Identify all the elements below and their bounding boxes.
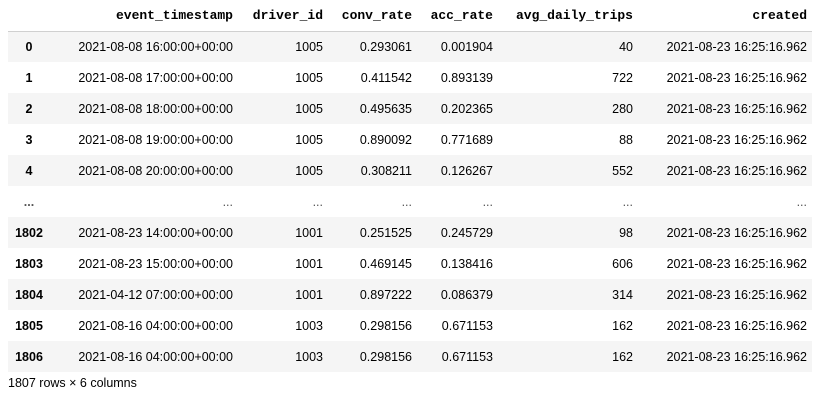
cell-created: 2021-08-23 16:25:16.962 xyxy=(666,39,807,54)
row-index: 1804 xyxy=(15,287,43,302)
cell-driver-id: 1005 xyxy=(295,163,323,178)
cell-driver-id: 1003 xyxy=(295,318,323,333)
column-header-event-timestamp: event_timestamp xyxy=(50,0,238,32)
column-header-avg-daily-trips: avg_daily_trips xyxy=(498,0,638,32)
row-index: ... xyxy=(23,194,35,209)
table-row: 2 2021-08-08 18:00:00+00:00 1005 0.495635 0.… xyxy=(8,93,812,124)
cell-conv-rate: 0.251525 xyxy=(359,225,412,240)
cell-acc-rate: 0.671153 xyxy=(441,349,493,364)
cell-acc-rate: 0.893139 xyxy=(440,70,493,85)
column-header-created: created xyxy=(638,0,812,32)
row-index: 1803 xyxy=(15,256,43,271)
header-row: event_timestamp driver_id conv_rate acc_rat… xyxy=(8,0,812,32)
cell-avg-daily-trips: 606 xyxy=(612,256,633,271)
cell-acc-rate: 0.086379 xyxy=(440,287,493,302)
cell-acc-rate: 0.671153 xyxy=(441,318,493,333)
cell-created: 2021-08-23 16:25:16.962 xyxy=(666,318,807,333)
cell-event-timestamp: 2021-08-08 19:00:00+00:00 xyxy=(78,132,233,147)
cell-conv-rate: 0.293061 xyxy=(359,39,412,54)
cell-avg-daily-trips: 40 xyxy=(619,39,633,54)
table-row: 1803 2021-08-23 15:00:00+00:00 1001 0.46914… xyxy=(8,248,812,279)
row-index: 1802 xyxy=(15,225,43,240)
cell-conv-rate: 0.308211 xyxy=(360,163,412,178)
cell-acc-rate: ... xyxy=(482,194,493,209)
row-index: 1806 xyxy=(15,349,43,364)
cell-conv-rate: 0.897222 xyxy=(359,287,412,302)
cell-driver-id: ... xyxy=(312,194,323,209)
cell-created: 2021-08-23 16:25:16.962 xyxy=(666,163,807,178)
cell-avg-daily-trips: ... xyxy=(622,194,633,209)
column-header-acc-rate: acc_rate xyxy=(417,0,498,32)
row-index: 2 xyxy=(25,101,33,116)
row-index: 4 xyxy=(25,163,33,178)
cell-event-timestamp: 2021-08-16 04:00:00+00:00 xyxy=(78,318,233,333)
cell-created: 2021-08-23 16:25:16.962 xyxy=(666,349,807,364)
cell-avg-daily-trips: 722 xyxy=(612,70,633,85)
cell-conv-rate: 0.469145 xyxy=(359,256,412,271)
cell-event-timestamp: 2021-08-16 04:00:00+00:00 xyxy=(78,349,233,364)
column-header-conv-rate: conv_rate xyxy=(328,0,417,32)
cell-conv-rate: 0.298156 xyxy=(359,318,412,333)
table-row: 1 2021-08-08 17:00:00+00:00 1005 0.411542 0.… xyxy=(8,62,812,93)
cell-avg-daily-trips: 98 xyxy=(619,225,633,240)
table-row: 3 2021-08-08 19:00:00+00:00 1005 0.890092 0.… xyxy=(8,124,812,155)
cell-avg-daily-trips: 280 xyxy=(612,101,633,116)
shape-caption: 1807 rows × 6 columns xyxy=(8,376,137,390)
row-index: 3 xyxy=(25,132,33,147)
cell-avg-daily-trips: 162 xyxy=(612,318,633,333)
cell-acc-rate: 0.245729 xyxy=(440,225,493,240)
dataframe-table: event_timestamp driver_id conv_rate acc_rat… xyxy=(8,0,812,372)
table-row: 1802 2021-08-23 14:00:00+00:00 1001 0.25152… xyxy=(8,217,812,248)
cell-event-timestamp: 2021-08-08 16:00:00+00:00 xyxy=(78,39,233,54)
cell-event-timestamp: 2021-08-23 14:00:00+00:00 xyxy=(78,225,233,240)
table-row: 1804 2021-04-12 07:00:00+00:00 1001 0.89722… xyxy=(8,279,812,310)
index-header xyxy=(8,0,50,32)
cell-created: 2021-08-23 16:25:16.962 xyxy=(666,225,807,240)
cell-acc-rate: 0.001904 xyxy=(440,39,493,54)
cell-event-timestamp: 2021-08-23 15:00:00+00:00 xyxy=(78,256,233,271)
cell-avg-daily-trips: 314 xyxy=(612,287,633,302)
row-index: 0 xyxy=(25,39,33,54)
cell-driver-id: 1005 xyxy=(295,39,323,54)
cell-conv-rate: ... xyxy=(401,194,412,209)
cell-driver-id: 1003 xyxy=(295,349,323,364)
table-row: 0 2021-08-08 16:00:00+00:00 1005 0.293061 0.… xyxy=(8,31,812,62)
cell-created: 2021-08-23 16:25:16.962 xyxy=(666,287,807,302)
cell-avg-daily-trips: 552 xyxy=(612,163,633,178)
cell-avg-daily-trips: 162 xyxy=(612,349,633,364)
cell-created: 2021-08-23 16:25:16.962 xyxy=(666,132,807,147)
cell-conv-rate: 0.411542 xyxy=(360,70,412,85)
cell-event-timestamp: 2021-04-12 07:00:00+00:00 xyxy=(78,287,233,302)
cell-event-timestamp: 2021-08-08 18:00:00+00:00 xyxy=(78,101,233,116)
cell-driver-id: 1001 xyxy=(295,225,323,240)
cell-created: 2021-08-23 16:25:16.962 xyxy=(666,101,807,116)
cell-created: 2021-08-23 16:25:16.962 xyxy=(666,256,807,271)
ellipsis-row: ..................... xyxy=(8,186,812,217)
cell-driver-id: 1001 xyxy=(295,287,323,302)
cell-event-timestamp: 2021-08-08 17:00:00+00:00 xyxy=(78,70,233,85)
cell-acc-rate: 0.771689 xyxy=(440,132,493,147)
row-index: 1805 xyxy=(15,318,43,333)
cell-acc-rate: 0.202365 xyxy=(440,101,493,116)
column-header-driver-id: driver_id xyxy=(238,0,328,32)
cell-acc-rate: 0.126267 xyxy=(440,163,493,178)
table-row: 4 2021-08-08 20:00:00+00:00 1005 0.308211 0.… xyxy=(8,155,812,186)
cell-created: ... xyxy=(796,194,807,209)
cell-event-timestamp: 2021-08-08 20:00:00+00:00 xyxy=(78,163,233,178)
cell-created: 2021-08-23 16:25:16.962 xyxy=(666,70,807,85)
cell-driver-id: 1005 xyxy=(295,101,323,116)
cell-acc-rate: 0.138416 xyxy=(440,256,493,271)
cell-driver-id: 1005 xyxy=(295,132,323,147)
cell-event-timestamp: ... xyxy=(222,194,233,209)
cell-conv-rate: 0.298156 xyxy=(359,349,412,364)
row-index: 1 xyxy=(25,70,33,85)
table-row: 1806 2021-08-16 04:00:00+00:00 1003 0.29815… xyxy=(8,341,812,372)
table-row: 1805 2021-08-16 04:00:00+00:00 1003 0.29815… xyxy=(8,310,812,341)
cell-conv-rate: 0.495635 xyxy=(359,101,412,116)
cell-avg-daily-trips: 88 xyxy=(619,132,633,147)
cell-conv-rate: 0.890092 xyxy=(359,132,412,147)
cell-driver-id: 1001 xyxy=(295,256,323,271)
cell-driver-id: 1005 xyxy=(295,70,323,85)
